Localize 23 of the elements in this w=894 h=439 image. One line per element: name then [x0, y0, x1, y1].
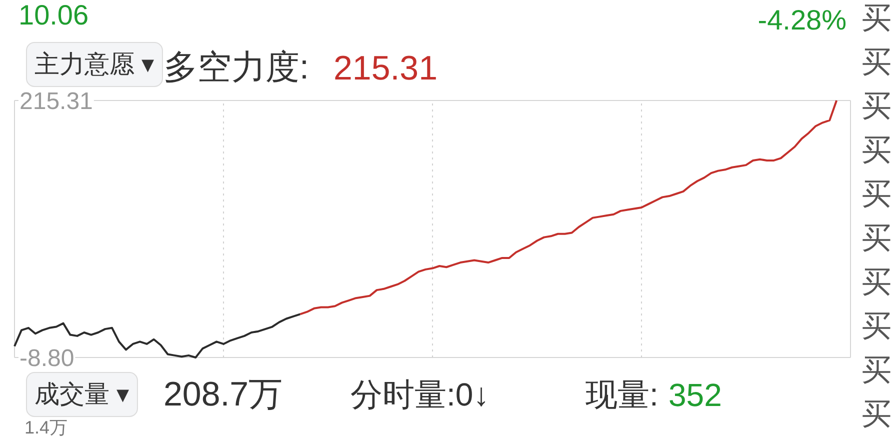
text: -4.28% — [758, 4, 846, 36]
text: 主力意愿 ▾ — [34, 50, 154, 78]
text: 买 — [862, 178, 892, 211]
text: 买 — [862, 46, 892, 79]
text: 买 — [862, 354, 892, 387]
text: 215.31 — [334, 50, 438, 88]
y-tick-label: -8.80 — [20, 345, 74, 372]
text: 买 — [862, 266, 892, 299]
text: 买 — [862, 398, 892, 431]
text: 买 — [862, 2, 892, 35]
text: 352 — [668, 377, 722, 413]
text: 208.7万 — [164, 376, 283, 414]
text: 买 — [862, 310, 892, 343]
text: 买 — [862, 222, 892, 255]
text: 成交量 ▾ — [34, 380, 130, 408]
text: 10.06 — [18, 0, 89, 30]
chart-title: 多空力度: — [164, 48, 309, 86]
text: 分时量:0↓ — [350, 376, 490, 412]
text: 买 — [862, 134, 892, 167]
text: 现量: — [586, 376, 658, 412]
text: 买 — [862, 90, 892, 123]
line-series — [299, 100, 838, 316]
text: 1.4万 — [24, 418, 68, 438]
